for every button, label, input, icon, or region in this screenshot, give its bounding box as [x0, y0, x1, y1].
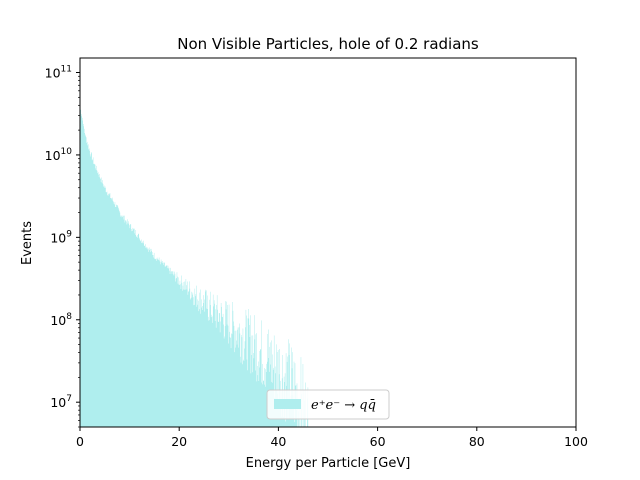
x-tick-label: 40 [270, 434, 286, 449]
y-tick-label: 108 [50, 312, 72, 328]
x-tick-label: 0 [76, 434, 84, 449]
y-tick-label: 109 [50, 229, 72, 245]
y-axis: 107 108 109 1010 1011 [45, 65, 80, 428]
y-tick-label: 1011 [45, 65, 72, 81]
x-axis: 0 20 40 60 80 100 [76, 427, 588, 449]
x-tick-label: 20 [171, 434, 187, 449]
chart-title: Non Visible Particles, hole of 0.2 radia… [177, 35, 479, 53]
x-axis-label: Energy per Particle [GeV] [246, 456, 411, 471]
y-tick-label: 107 [50, 394, 72, 410]
legend-swatch [274, 399, 301, 409]
plot-area [79, 57, 577, 428]
x-tick-label: 100 [564, 434, 588, 449]
histogram-bar-set [80, 109, 309, 427]
legend-box [266, 389, 390, 420]
plot-frame [79, 57, 577, 428]
legend-label: e⁺e⁻ → qq̄ [311, 398, 376, 413]
legend: e⁺e⁻ → qq̄ [266, 389, 390, 420]
histogram-bars [80, 109, 309, 427]
x-tick-label: 60 [370, 434, 386, 449]
y-tick-label: 1010 [45, 147, 73, 163]
x-tick-label: 80 [469, 434, 485, 449]
y-axis-label: Events [20, 221, 35, 265]
